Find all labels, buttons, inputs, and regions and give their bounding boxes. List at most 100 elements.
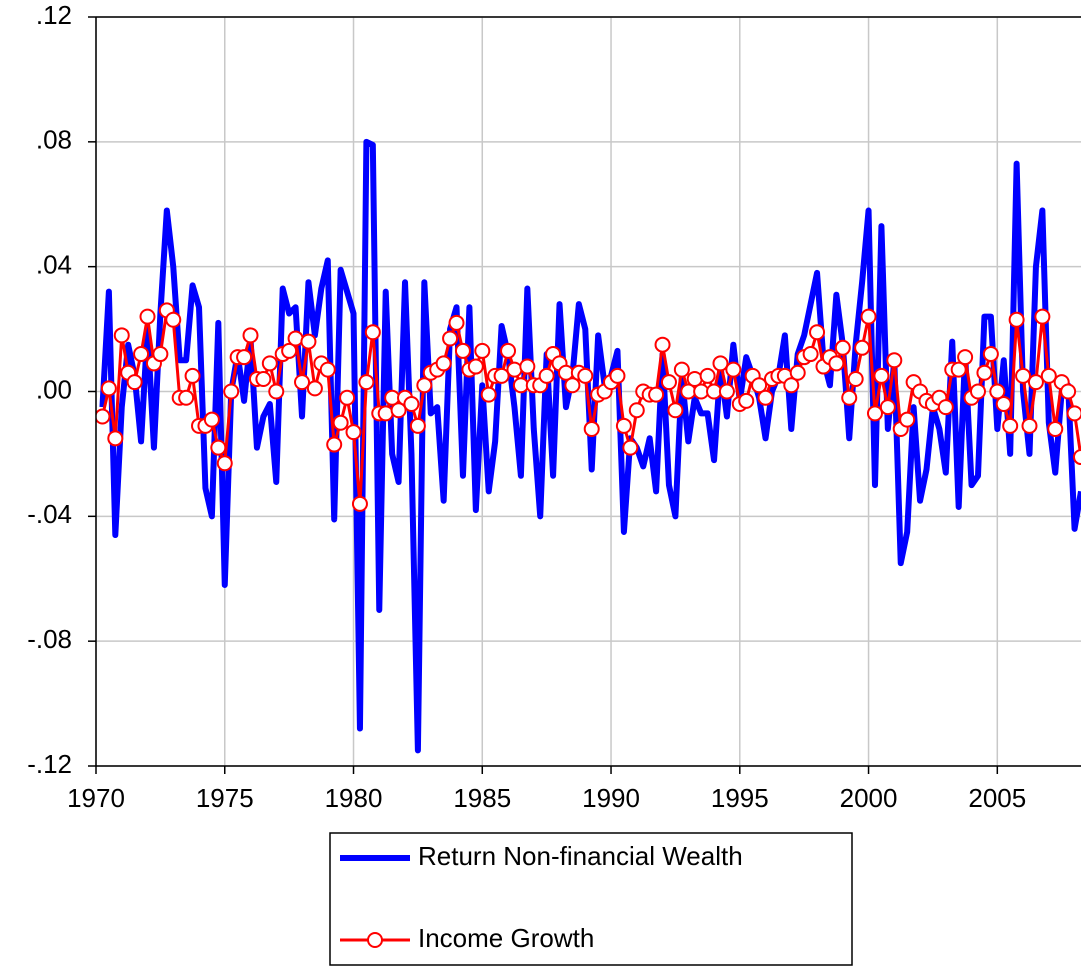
data-point [577, 367, 594, 384]
data-point [100, 380, 117, 397]
data-point [480, 386, 497, 403]
data-point [409, 417, 426, 434]
data-point [854, 339, 871, 356]
data-point [834, 339, 851, 356]
data-point [223, 383, 240, 400]
data-point [751, 377, 768, 394]
data-point [500, 342, 517, 359]
legend-label: Income Growth [418, 923, 594, 953]
data-point [718, 383, 735, 400]
data-point [1040, 367, 1057, 384]
data-point [899, 411, 916, 428]
data-point [377, 405, 394, 422]
data-point [351, 495, 368, 512]
data-point [982, 346, 999, 363]
data-point [178, 389, 195, 406]
series-line [99, 138, 1081, 754]
y-tick-label: .04 [36, 250, 72, 280]
data-point [216, 455, 233, 472]
data-point [294, 374, 311, 391]
data-point [506, 361, 523, 378]
data-point [236, 349, 253, 366]
data-point [255, 371, 272, 388]
legend: Return Non-financial Wealth Income Growth [329, 832, 853, 966]
data-point [712, 355, 729, 372]
data-point [152, 346, 169, 363]
data-point [1073, 449, 1081, 466]
data-point [989, 383, 1006, 400]
data-point [828, 355, 845, 372]
x-tick-label: 1985 [453, 783, 511, 813]
data-point [300, 333, 317, 350]
data-point [416, 377, 433, 394]
data-point [995, 395, 1012, 412]
data-point [442, 330, 459, 347]
x-tick-label: 1995 [711, 783, 769, 813]
axes: -.12 -.08 -.04 .00 .04 .08 .12 1970 1975 1980 1985… [27, 0, 1081, 813]
data-point [107, 430, 124, 447]
data-point [886, 352, 903, 369]
data-point [287, 330, 304, 347]
data-point [976, 364, 993, 381]
data-point [281, 342, 298, 359]
data-point [699, 367, 716, 384]
x-tick-label: 1975 [196, 783, 254, 813]
data-point [133, 346, 150, 363]
data-point [789, 364, 806, 381]
data-point [113, 327, 130, 344]
legend-marker [367, 932, 383, 948]
data-point [628, 402, 645, 419]
data-point [564, 377, 581, 394]
x-tick-label: 2000 [840, 783, 898, 813]
data-point [210, 439, 227, 456]
data-point [615, 417, 632, 434]
data-point [866, 405, 883, 422]
data-point [1015, 367, 1032, 384]
y-tick-label: .08 [36, 125, 72, 155]
data-point [1060, 383, 1077, 400]
data-point [126, 374, 143, 391]
data-point [847, 371, 864, 388]
data-point [474, 342, 491, 359]
legend-label: Return Non-financial Wealth [418, 841, 743, 871]
data-point [969, 383, 986, 400]
data-point [1021, 417, 1038, 434]
y-tick-label: -.08 [27, 624, 72, 654]
data-point [648, 386, 665, 403]
data-point [448, 314, 465, 331]
x-tick-label: 1970 [67, 783, 125, 813]
y-tick-label: -.04 [27, 499, 72, 529]
data-point [654, 336, 671, 353]
data-point [1066, 405, 1081, 422]
x-tick-label: 1990 [582, 783, 640, 813]
data-point [583, 420, 600, 437]
data-point [326, 436, 343, 453]
data-point [390, 402, 407, 419]
data-point [937, 399, 954, 416]
data-point [139, 308, 156, 325]
data-point [622, 439, 639, 456]
data-point [203, 411, 220, 428]
data-point [809, 324, 826, 341]
data-point [802, 346, 819, 363]
data-point [783, 377, 800, 394]
data-point [339, 389, 356, 406]
data-point [261, 355, 278, 372]
data-point [667, 402, 684, 419]
data-point [957, 349, 974, 366]
data-point [1002, 417, 1019, 434]
data-point [725, 361, 742, 378]
data-point [184, 367, 201, 384]
data-point [950, 361, 967, 378]
data-point [873, 367, 890, 384]
data-point [319, 361, 336, 378]
data-point [467, 358, 484, 375]
data-point [738, 392, 755, 409]
data-point [1034, 308, 1051, 325]
legend-box [329, 832, 853, 966]
data-point [454, 342, 471, 359]
data-point [841, 389, 858, 406]
x-tick-label: 2005 [968, 783, 1026, 813]
data-point [364, 324, 381, 341]
